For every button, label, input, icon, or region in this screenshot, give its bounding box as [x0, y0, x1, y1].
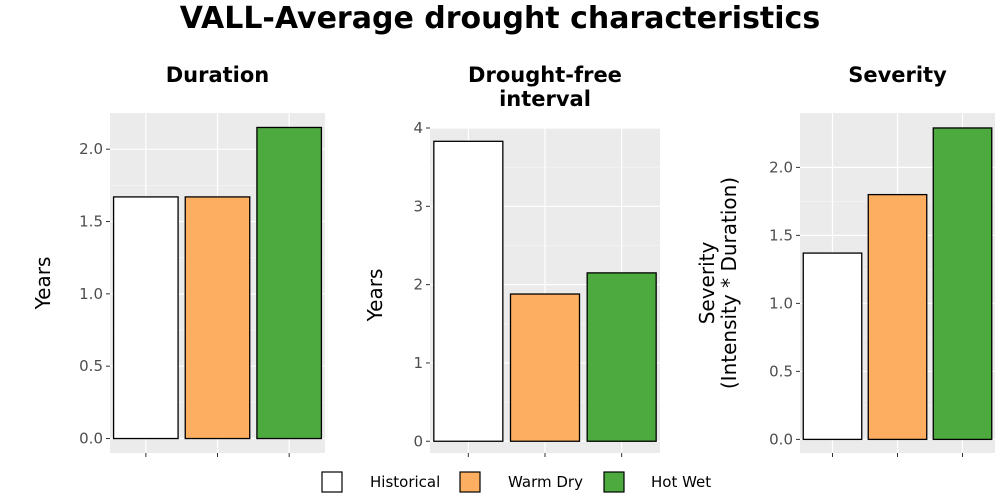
y-tick-label: 3	[413, 197, 423, 215]
y-tick-label: 4	[413, 119, 423, 137]
bar-historical	[112, 196, 179, 440]
y-axis-label: Years	[363, 269, 387, 323]
chart-panel-3: 0.0 0.5 1.0 1.5 2.0 Severity Severity(Intensit…	[695, 63, 995, 457]
y-tick-label: 2	[413, 276, 423, 294]
bar-warm-dry	[184, 196, 251, 440]
bar-hot-wet	[586, 272, 657, 442]
panel-title: interval	[499, 87, 591, 111]
y-tick-label: 1.0	[79, 285, 103, 303]
y-tick-label: 0.5	[769, 362, 793, 380]
bar-historical	[802, 252, 863, 441]
y-tick-label: 2.0	[79, 140, 103, 158]
legend-key	[459, 471, 481, 493]
y-tick-label: 1.5	[79, 213, 103, 231]
bar-hot-wet	[256, 126, 323, 440]
y-axis-label: Severity(Intensity * Duration)	[695, 177, 741, 389]
y-axis-label: Years	[31, 257, 55, 311]
legend-label: Historical	[370, 473, 440, 491]
chart-panel-1: 0.0 0.5 1.0 1.5 2.0 Duration Years	[31, 63, 325, 457]
y-tick-label: 0	[413, 432, 423, 450]
legend-label: Warm Dry	[508, 473, 583, 491]
bar-warm-dry	[509, 293, 581, 442]
figure-title: VALL-Average drought characteristics	[180, 1, 820, 36]
y-tick-label: 1	[413, 354, 423, 372]
bar-hot-wet	[932, 127, 993, 441]
y-tick-label: 1.5	[769, 226, 793, 244]
panel-title: Drought-free	[468, 63, 622, 87]
legend: Historical Warm Dry Hot Wet	[321, 471, 711, 493]
y-tick-label: 0.0	[79, 430, 103, 448]
panel-title: Severity	[848, 63, 947, 87]
legend-key	[603, 471, 625, 493]
y-tick-label: 0.5	[79, 357, 103, 375]
bar-warm-dry	[867, 193, 928, 441]
bar-historical	[433, 140, 504, 442]
y-tick-label: 1.0	[769, 294, 793, 312]
panel-title: Duration	[166, 63, 270, 87]
legend-key	[321, 471, 343, 493]
legend-label: Hot Wet	[651, 473, 711, 491]
y-tick-label: 2.0	[769, 158, 793, 176]
y-tick-label: 0.0	[769, 430, 793, 448]
